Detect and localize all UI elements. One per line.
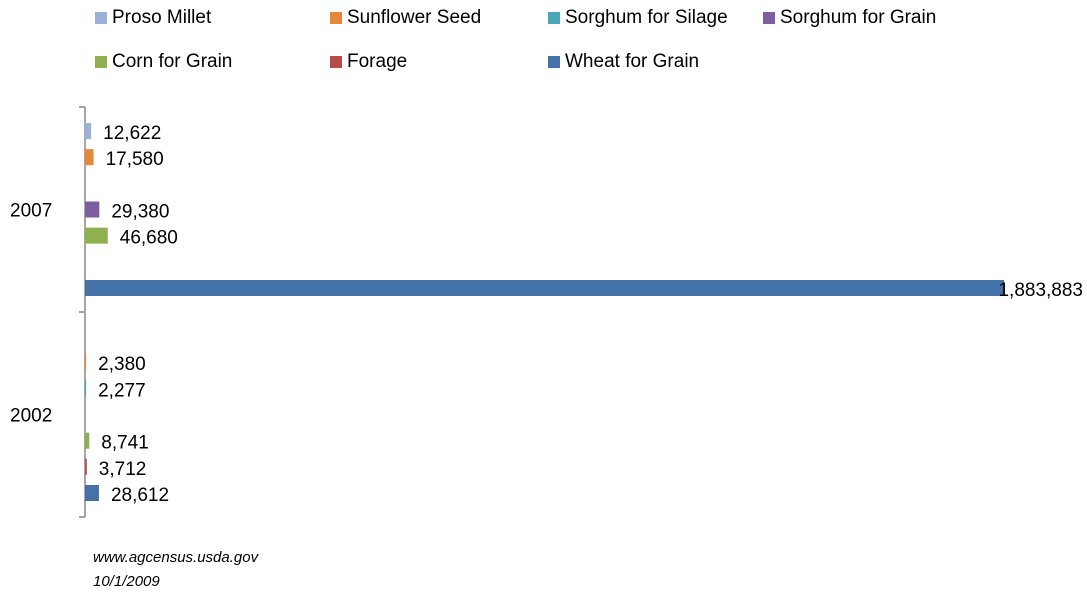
data-label: 29,380 <box>111 202 169 223</box>
data-label: 8,741 <box>101 433 149 454</box>
bar <box>85 485 99 501</box>
legend-label: Wheat for Grain <box>565 51 699 72</box>
bar <box>85 201 100 218</box>
legend-swatch <box>95 12 107 24</box>
legend-label: Sorghum for Grain <box>780 7 936 28</box>
legend-swatch <box>330 12 342 24</box>
data-label: 2,277 <box>98 380 146 401</box>
bar <box>85 227 108 244</box>
category-label: 2007 <box>10 201 52 222</box>
bar <box>85 458 87 475</box>
data-label: 46,680 <box>120 228 178 249</box>
data-label: 28,612 <box>111 485 169 506</box>
bar <box>85 432 90 449</box>
legend-swatch <box>95 56 107 68</box>
bar <box>85 280 1004 296</box>
legend-label: Corn for Grain <box>112 51 232 72</box>
legend-swatch <box>548 12 560 24</box>
bar <box>85 380 87 397</box>
data-label: 12,622 <box>103 123 161 144</box>
bar <box>85 149 94 166</box>
legend-label: Forage <box>347 51 407 72</box>
data-label: 1,883,883 <box>998 280 1083 301</box>
legend-swatch <box>763 12 775 24</box>
legend-label: Sorghum for Silage <box>565 7 728 28</box>
date-note: 10/1/2009 <box>93 573 160 590</box>
legend-swatch <box>330 56 342 68</box>
legend-label: Proso Millet <box>112 7 212 28</box>
legend-label: Sunflower Seed <box>347 7 481 28</box>
bar <box>85 354 87 371</box>
category-label: 2002 <box>10 406 52 427</box>
source-note: www.agcensus.usda.gov <box>93 549 260 566</box>
data-label: 2,380 <box>98 354 146 375</box>
data-label: 3,712 <box>99 459 147 480</box>
bar <box>85 123 92 139</box>
legend-swatch <box>548 56 560 68</box>
data-label: 17,580 <box>106 149 164 170</box>
